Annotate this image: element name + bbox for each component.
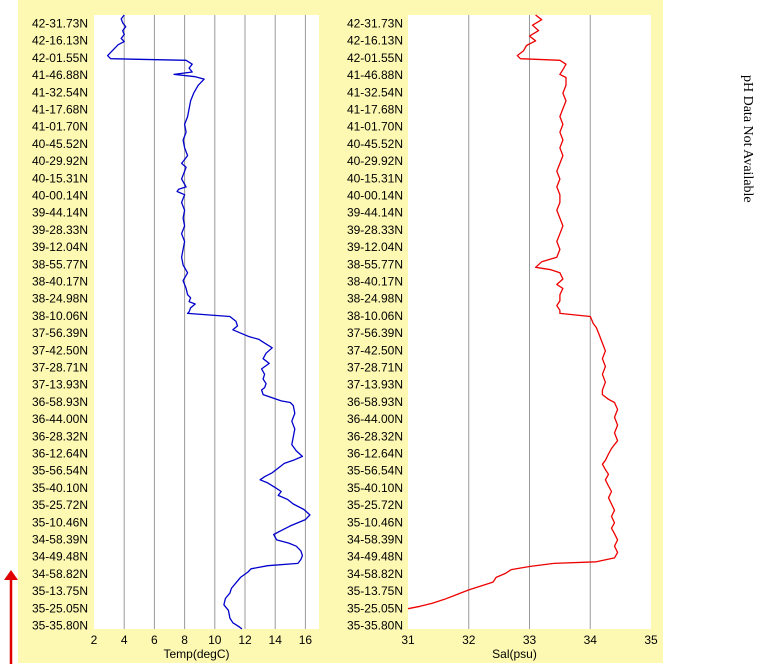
sal-y-tick-label: 42-16.13N (347, 34, 403, 48)
sal-y-tick-label: 35-40.10N (347, 481, 403, 495)
temp-y-tick-label: 39-44.14N (32, 206, 88, 220)
sal-x-tick-label: 35 (644, 633, 658, 647)
sal-y-tick-label: 35-35.80N (347, 619, 403, 633)
temp-y-tick-label: 38-24.98N (32, 292, 88, 306)
temp-y-tick-label: 35-35.80N (32, 619, 88, 633)
sal-x-tick-label: 33 (523, 633, 537, 647)
temp-y-tick-label: 38-55.77N (32, 257, 88, 271)
sal-y-tick-label: 41-46.88N (347, 68, 403, 82)
temp-y-tick-label: 35-25.05N (32, 601, 88, 615)
sal-y-tick-label: 41-17.68N (347, 103, 403, 117)
sal-x-axis-label: Sal(psu) (492, 647, 537, 661)
sal-y-tick-label: 38-24.98N (347, 292, 403, 306)
temp-y-tick-label: 37-13.93N (32, 378, 88, 392)
temp-y-tick-label: 41-17.68N (32, 103, 88, 117)
sal-y-tick-label: 38-55.77N (347, 257, 403, 271)
temp-y-tick-label: 42-31.73N (32, 17, 88, 31)
temp-x-tick-label: 2 (91, 633, 98, 647)
sal-x-tick-label: 32 (462, 633, 476, 647)
temp-y-tick-label: 40-45.52N (32, 137, 88, 151)
sal-y-tick-label: 37-42.50N (347, 343, 403, 357)
temp-y-tick-label: 35-25.72N (32, 498, 88, 512)
temp-x-tick-label: 12 (238, 633, 252, 647)
sal-y-tick-label: 37-56.39N (347, 326, 403, 340)
sal-y-tick-label: 35-13.75N (347, 584, 403, 598)
temp-y-tick-label: 41-46.88N (32, 68, 88, 82)
sal-y-tick-label: 36-58.93N (347, 395, 403, 409)
sal-y-tick-label: 34-58.39N (347, 533, 403, 547)
sal-y-tick-label: 39-28.33N (347, 223, 403, 237)
temp-y-tick-label: 35-13.75N (32, 584, 88, 598)
temp-y-tick-label: 42-01.55N (32, 51, 88, 65)
sal-y-tick-label: 41-01.70N (347, 120, 403, 134)
temp-y-tick-label: 37-28.71N (32, 361, 88, 375)
temp-x-tick-label: 4 (121, 633, 128, 647)
sal-y-tick-label: 36-28.32N (347, 429, 403, 443)
sal-y-tick-label: 41-32.54N (347, 85, 403, 99)
sal-y-tick-label: 42-31.73N (347, 17, 403, 31)
temp-y-tick-label: 39-12.04N (32, 240, 88, 254)
sal-y-tick-label: 34-58.82N (347, 567, 403, 581)
sal-y-tick-label: 38-10.06N (347, 309, 403, 323)
temp-x-axis-label: Temp(degC) (163, 647, 229, 661)
temp-y-tick-label: 40-29.92N (32, 154, 88, 168)
sal-y-tick-label: 36-12.64N (347, 447, 403, 461)
sal-y-tick-label: 38-40.17N (347, 275, 403, 289)
temp-y-tick-label: 40-00.14N (32, 189, 88, 203)
temp-y-tick-label: 36-44.00N (32, 412, 88, 426)
temp-y-tick-label: 41-01.70N (32, 120, 88, 134)
temp-y-tick-label: 35-10.46N (32, 515, 88, 529)
temp-y-tick-label: 38-40.17N (32, 275, 88, 289)
sal-y-tick-label: 37-28.71N (347, 361, 403, 375)
sal-y-tick-label: 40-29.92N (347, 154, 403, 168)
sal-y-tick-label: 39-44.14N (347, 206, 403, 220)
temp-y-tick-label: 36-12.64N (32, 447, 88, 461)
temp-y-tick-label: 37-42.50N (32, 343, 88, 357)
ph-note-text: pH Data Not Available (740, 75, 755, 203)
temp-y-tick-label: 39-28.33N (32, 223, 88, 237)
sal-y-tick-label: 34-49.48N (347, 550, 403, 564)
sal-y-tick-label: 35-25.72N (347, 498, 403, 512)
temp-y-tick-label: 36-58.93N (32, 395, 88, 409)
sal-y-tick-label: 42-01.55N (347, 51, 403, 65)
temp-y-tick-label: 34-49.48N (32, 550, 88, 564)
temp-y-tick-label: 34-58.39N (32, 533, 88, 547)
sal-series-line (407, 14, 619, 610)
sal-y-tick-label: 39-12.04N (347, 240, 403, 254)
sal-y-tick-label: 37-13.93N (347, 378, 403, 392)
temp-y-tick-label: 35-40.10N (32, 481, 88, 495)
temp-x-tick-label: 8 (181, 633, 188, 647)
temp-y-tick-label: 41-32.54N (32, 85, 88, 99)
sal-y-tick-label: 36-44.00N (347, 412, 403, 426)
temp-y-tick-label: 35-56.54N (32, 464, 88, 478)
sal-y-tick-label: 40-45.52N (347, 137, 403, 151)
temp-plot-area (94, 15, 319, 629)
temp-x-tick-label: 6 (151, 633, 158, 647)
temp-y-tick-label: 40-15.31N (32, 171, 88, 185)
temp-y-tick-label: 34-58.82N (32, 567, 88, 581)
sal-x-tick-label: 34 (584, 633, 598, 647)
sal-y-tick-label: 40-00.14N (347, 189, 403, 203)
temp-y-tick-label: 38-10.06N (32, 309, 88, 323)
temp-x-tick-label: 16 (299, 633, 313, 647)
temp-y-tick-label: 42-16.13N (32, 34, 88, 48)
sal-y-tick-label: 35-25.05N (347, 601, 403, 615)
sal-y-tick-label: 35-10.46N (347, 515, 403, 529)
direction-arrow-icon (4, 570, 18, 664)
sal-y-tick-label: 35-56.54N (347, 464, 403, 478)
ph-note: pH Data Not Available (740, 75, 761, 335)
sal-x-tick-label: 31 (401, 633, 415, 647)
temp-y-tick-label: 37-56.39N (32, 326, 88, 340)
temp-x-tick-label: 10 (208, 633, 222, 647)
temp-x-tick-label: 14 (269, 633, 283, 647)
temp-y-tick-label: 36-28.32N (32, 429, 88, 443)
temp-series-line (106, 14, 311, 630)
sal-y-tick-label: 40-15.31N (347, 171, 403, 185)
